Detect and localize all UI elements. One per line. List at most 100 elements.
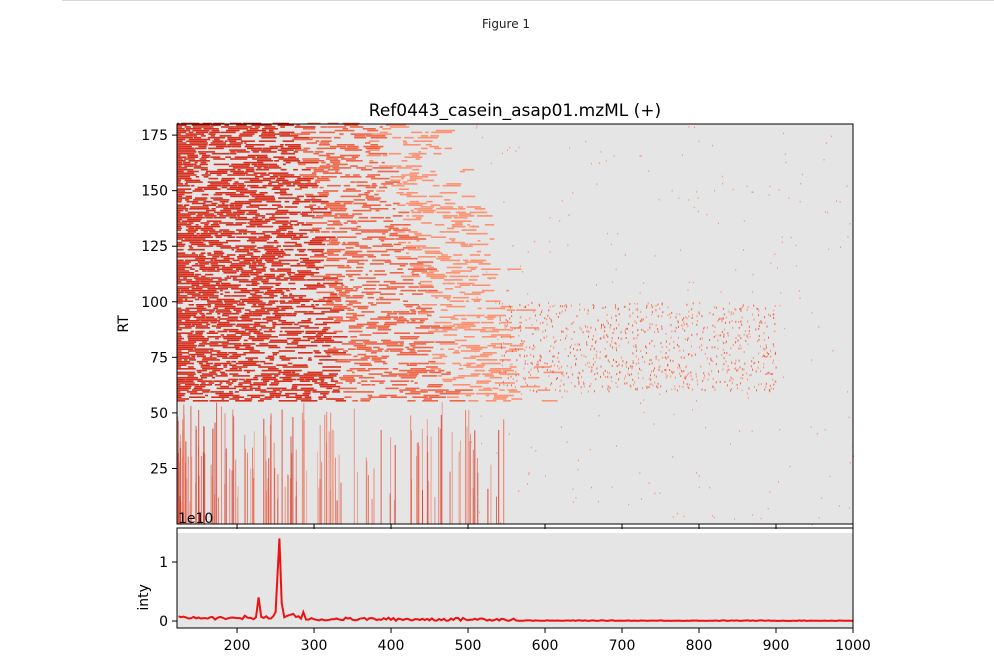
heatmap-cell bbox=[727, 365, 729, 368]
heatmap-cell bbox=[394, 250, 401, 253]
heatmap-cell bbox=[371, 384, 376, 386]
heatmap-cell bbox=[267, 355, 274, 358]
heatmap-cell bbox=[177, 216, 193, 219]
heatmap-cell bbox=[636, 307, 638, 310]
heatmap-cell bbox=[192, 190, 205, 192]
heatmap-cell bbox=[315, 236, 336, 238]
heatmap-cell bbox=[191, 323, 202, 326]
heatmap-cell bbox=[312, 211, 332, 214]
heatmap-cell bbox=[519, 354, 521, 357]
heatmap-cell bbox=[366, 327, 377, 329]
heatmap-cell bbox=[239, 378, 245, 381]
heatmap-cell bbox=[599, 337, 601, 340]
heatmap-cell bbox=[411, 273, 419, 276]
heatmap-cell bbox=[643, 360, 645, 363]
heatmap-cell bbox=[184, 126, 191, 128]
heatmap-cell bbox=[589, 385, 591, 388]
heatmap-cell bbox=[570, 366, 572, 369]
heatmap-cell bbox=[468, 400, 479, 402]
heatmap-cell bbox=[439, 428, 441, 524]
heatmap-cell bbox=[506, 350, 518, 352]
heatmap-cell bbox=[511, 350, 513, 353]
heatmap-cell bbox=[407, 371, 428, 374]
heatmap-cell bbox=[290, 307, 294, 310]
heatmap-cell bbox=[361, 168, 373, 171]
heatmap-cell bbox=[623, 305, 625, 308]
heatmap-cell bbox=[757, 308, 759, 310]
heatmap-cell bbox=[725, 342, 727, 344]
heatmap-cell bbox=[557, 365, 558, 367]
heatmap-cell bbox=[633, 337, 635, 340]
heatmap-cell bbox=[684, 375, 686, 378]
heatmap-cell bbox=[399, 352, 417, 354]
heatmap-cell bbox=[346, 160, 363, 162]
heatmap-cell bbox=[580, 392, 582, 394]
heatmap-cell bbox=[487, 314, 507, 317]
heatmap-cell bbox=[458, 346, 461, 349]
heatmap-cell bbox=[177, 167, 188, 169]
heatmap-cell bbox=[348, 302, 362, 304]
heatmap-cell bbox=[390, 282, 410, 285]
heatmap-cell bbox=[177, 268, 185, 270]
heatmap-cell bbox=[655, 304, 657, 307]
heatmap-cell bbox=[272, 323, 293, 326]
heatmap-cell bbox=[272, 204, 282, 206]
heatmap-cell bbox=[616, 361, 618, 363]
heatmap-cell bbox=[360, 357, 370, 359]
heatmap-cell bbox=[434, 328, 439, 331]
heatmap-cell bbox=[550, 383, 552, 386]
heatmap-cell bbox=[183, 300, 194, 302]
heatmap-cell bbox=[256, 336, 278, 338]
heatmap-cell bbox=[299, 257, 309, 260]
heatmap-cell bbox=[465, 410, 467, 524]
heatmap-cell bbox=[615, 314, 617, 317]
heatmap-cell bbox=[326, 152, 335, 155]
heatmap-cell bbox=[706, 213, 708, 216]
heatmap-cell bbox=[203, 176, 209, 178]
heatmap-cell bbox=[596, 183, 598, 185]
heatmap-cell bbox=[658, 359, 660, 362]
heatmap-cell bbox=[177, 206, 187, 208]
heatmap-cell bbox=[363, 341, 377, 343]
heatmap-cell bbox=[357, 263, 365, 265]
heatmap-cell bbox=[177, 309, 190, 311]
heatmap-cell bbox=[195, 273, 202, 276]
heatmap-cell bbox=[453, 296, 469, 299]
heatmap-cell bbox=[382, 343, 398, 345]
heatmap-cell bbox=[648, 363, 650, 366]
heatmap-cell bbox=[280, 302, 301, 304]
heatmap-cell bbox=[178, 462, 180, 524]
heatmap-cell bbox=[338, 387, 357, 390]
heatmap-cell bbox=[409, 200, 420, 203]
heatmap-cell bbox=[234, 126, 253, 128]
heatmap-cell bbox=[361, 231, 375, 233]
heatmap-cell bbox=[279, 135, 299, 137]
heatmap-cell bbox=[408, 152, 427, 155]
heatmap-cell bbox=[654, 367, 656, 370]
heatmap-cell bbox=[520, 316, 522, 319]
heatmap-cell bbox=[325, 352, 346, 354]
heatmap-cell bbox=[634, 381, 636, 384]
heatmap-cell bbox=[272, 222, 292, 224]
heatmap-cell bbox=[501, 354, 503, 357]
heatmap-cell bbox=[495, 301, 497, 304]
heatmap-cell bbox=[556, 377, 558, 379]
heatmap-cell bbox=[594, 341, 596, 344]
heatmap-cell bbox=[431, 131, 452, 134]
heatmap-cell bbox=[177, 128, 185, 130]
heatmap-cell bbox=[559, 384, 561, 387]
heatmap-cell bbox=[177, 215, 191, 217]
heatmap-cell bbox=[529, 346, 531, 349]
heatmap-cell bbox=[766, 351, 768, 354]
heatmap-cell bbox=[284, 144, 301, 146]
heatmap-cell bbox=[423, 398, 432, 400]
heatmap-cell bbox=[430, 204, 441, 206]
heatmap-cell bbox=[266, 250, 285, 253]
heatmap-cell bbox=[524, 360, 526, 362]
heatmap-cell bbox=[246, 284, 251, 286]
heatmap-cell bbox=[197, 151, 216, 153]
heatmap-cell bbox=[191, 243, 206, 246]
heatmap-cell bbox=[742, 373, 744, 376]
heatmap-cell bbox=[192, 129, 210, 132]
heatmap-cell bbox=[642, 318, 644, 321]
